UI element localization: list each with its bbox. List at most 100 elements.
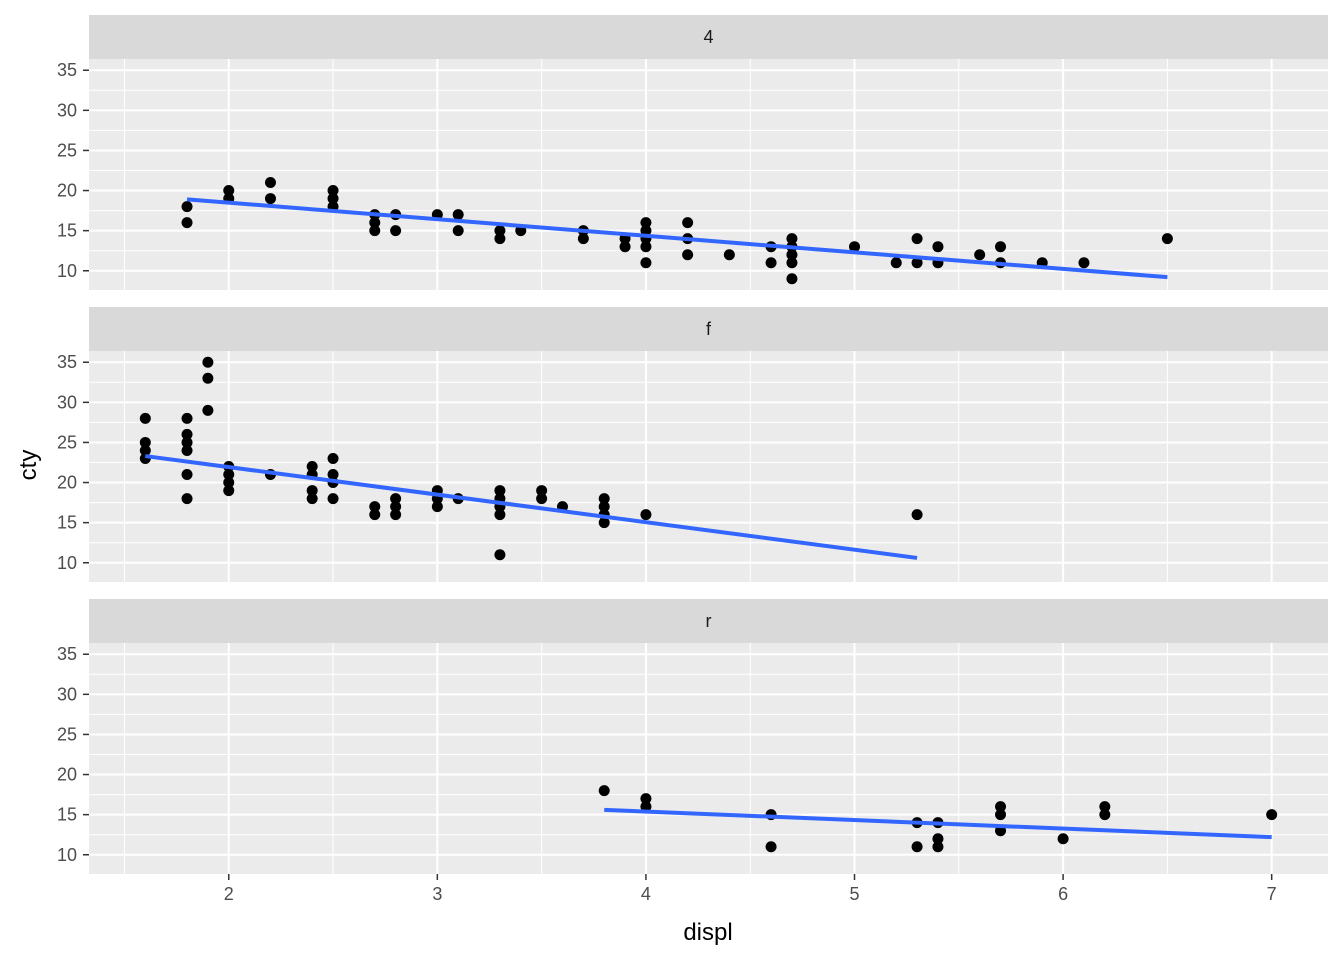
data-point: [598, 517, 610, 529]
facet-strip: [89, 599, 1328, 643]
data-point: [723, 249, 735, 261]
data-point: [327, 493, 339, 505]
trend-line: [186, 197, 1168, 280]
data-point: [181, 436, 193, 448]
data-point: [786, 249, 798, 261]
data-point: [911, 257, 923, 269]
data-point: [640, 241, 652, 253]
data-point: [306, 485, 318, 497]
y-tick-label: 25: [57, 724, 77, 744]
facet-strip-label: f: [706, 319, 712, 339]
y-tick-label: 30: [57, 684, 77, 704]
y-tick-label: 25: [57, 140, 77, 160]
data-point: [577, 233, 589, 245]
data-point: [494, 233, 506, 245]
y-tick-label: 10: [57, 553, 77, 573]
data-point: [1099, 809, 1111, 821]
data-point: [390, 509, 402, 521]
data-point: [494, 225, 506, 237]
data-point: [974, 249, 986, 261]
data-point: [452, 225, 464, 237]
y-tick-label: 20: [57, 765, 77, 785]
data-point: [390, 501, 402, 513]
data-point: [369, 225, 381, 237]
data-point: [995, 241, 1007, 253]
x-tick-label: 3: [432, 884, 442, 904]
data-point: [431, 501, 443, 513]
data-point: [911, 841, 923, 853]
data-point: [494, 485, 506, 497]
data-point: [327, 452, 339, 464]
data-point: [932, 841, 944, 853]
data-point: [181, 201, 193, 213]
data-point: [911, 509, 923, 521]
x-tick-label: 2: [224, 884, 234, 904]
y-tick-label: 10: [57, 845, 77, 865]
y-tick-label: 30: [57, 392, 77, 412]
data-point: [494, 509, 506, 521]
data-point: [765, 841, 777, 853]
data-point: [181, 217, 193, 229]
data-point: [181, 412, 193, 424]
data-point: [202, 404, 214, 416]
data-point: [369, 501, 381, 513]
trend-line: [604, 807, 1272, 840]
y-axis-title: cty: [15, 450, 42, 481]
data-point: [640, 801, 652, 813]
data-point: [181, 469, 193, 481]
data-point: [139, 436, 151, 448]
y-tick-label: 20: [57, 181, 77, 201]
data-point: [995, 809, 1007, 821]
y-tick-label: 15: [57, 513, 77, 533]
data-point: [1078, 257, 1090, 269]
data-point: [536, 485, 548, 497]
y-tick-label: 15: [57, 221, 77, 241]
y-tick-label: 35: [57, 644, 77, 664]
data-point: [598, 785, 610, 797]
data-point: [640, 217, 652, 229]
data-point: [1266, 809, 1278, 821]
data-point: [202, 356, 214, 368]
data-point: [327, 185, 339, 197]
x-axis-title: displ: [683, 919, 732, 946]
y-tick-label: 30: [57, 100, 77, 120]
y-tick-label: 15: [57, 805, 77, 825]
facet-panel-4: 4 10 15 20 25 30 35: [57, 15, 1328, 290]
y-tick-label: 35: [57, 352, 77, 372]
x-tick-label: 5: [850, 884, 860, 904]
data-point: [327, 193, 339, 205]
data-point: [1099, 801, 1111, 813]
data-point: [369, 509, 381, 521]
data-point: [327, 469, 339, 481]
data-point: [786, 233, 798, 245]
data-point: [932, 833, 944, 845]
data-point: [223, 485, 235, 497]
x-tick-label: 4: [641, 884, 651, 904]
data-point: [264, 177, 276, 189]
data-point: [536, 493, 548, 505]
data-point: [932, 241, 944, 253]
data-point: [181, 428, 193, 440]
y-tick-label: 20: [57, 473, 77, 493]
data-point: [369, 217, 381, 229]
data-point: [181, 444, 193, 456]
data-point: [640, 509, 652, 521]
data-point: [139, 444, 151, 456]
data-point: [181, 493, 193, 505]
y-tick-label: 35: [57, 60, 77, 80]
data-point: [598, 501, 610, 513]
data-point: [849, 241, 861, 253]
data-point: [1057, 833, 1069, 845]
x-tick-label: 6: [1058, 884, 1068, 904]
panel-background: [89, 59, 1328, 290]
data-point: [306, 461, 318, 472]
data-point: [640, 793, 652, 805]
data-point: [264, 193, 276, 205]
data-point: [202, 372, 214, 384]
data-point: [995, 801, 1007, 813]
panel-background: [89, 351, 1328, 582]
panel-background: [89, 643, 1328, 874]
data-point: [682, 217, 694, 229]
data-point: [640, 225, 652, 237]
